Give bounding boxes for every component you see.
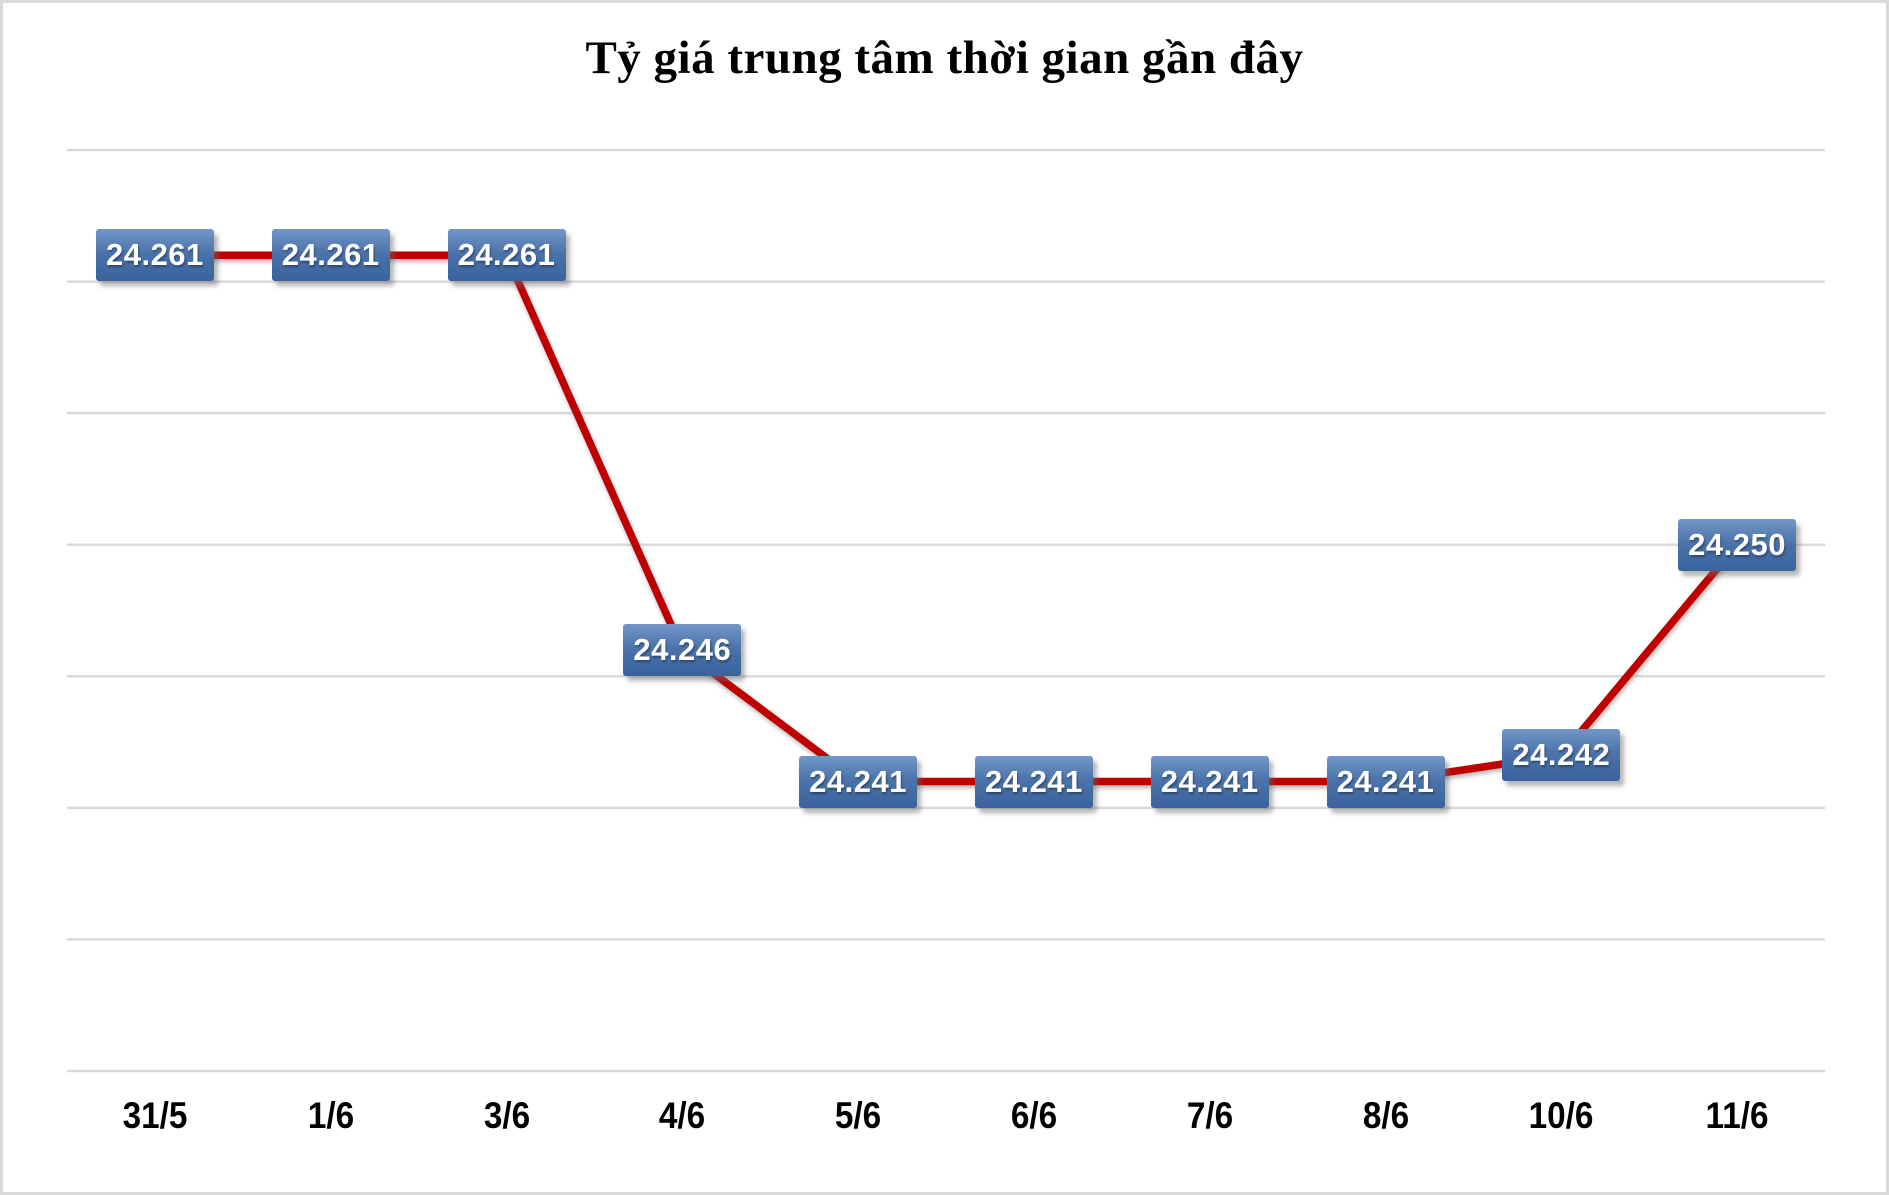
series-line bbox=[151, 251, 1741, 786]
x-axis-label: 1/6 bbox=[307, 1095, 354, 1136]
data-label: 24.261 bbox=[447, 229, 566, 282]
plot-area bbox=[67, 148, 1825, 1073]
x-axis-label: 4/6 bbox=[659, 1095, 706, 1136]
gridlines bbox=[67, 148, 1825, 1073]
data-label: 24.241 bbox=[799, 755, 918, 808]
x-axis-label: 7/6 bbox=[1186, 1095, 1233, 1136]
x-axis-label: 10/6 bbox=[1528, 1095, 1594, 1136]
data-label: 24.241 bbox=[1150, 755, 1269, 808]
x-axis-label: 3/6 bbox=[483, 1095, 530, 1136]
chart-title: Tỷ giá trung tâm thời gian gần đây bbox=[585, 32, 1304, 84]
data-label: 24.241 bbox=[974, 755, 1093, 808]
data-label: 24.246 bbox=[623, 623, 742, 676]
x-axis-label: 8/6 bbox=[1362, 1095, 1409, 1136]
data-label: 24.261 bbox=[271, 229, 390, 282]
x-axis-label: 5/6 bbox=[834, 1095, 882, 1136]
x-axis-label: 6/6 bbox=[1010, 1095, 1058, 1136]
x-axis-label: 11/6 bbox=[1705, 1095, 1769, 1136]
data-label: 24.261 bbox=[95, 229, 214, 282]
data-label: 24.250 bbox=[1678, 518, 1797, 571]
x-axis-label: 31/5 bbox=[122, 1095, 188, 1136]
data-label: 24.241 bbox=[1326, 755, 1445, 808]
data-label: 24.242 bbox=[1502, 729, 1621, 782]
